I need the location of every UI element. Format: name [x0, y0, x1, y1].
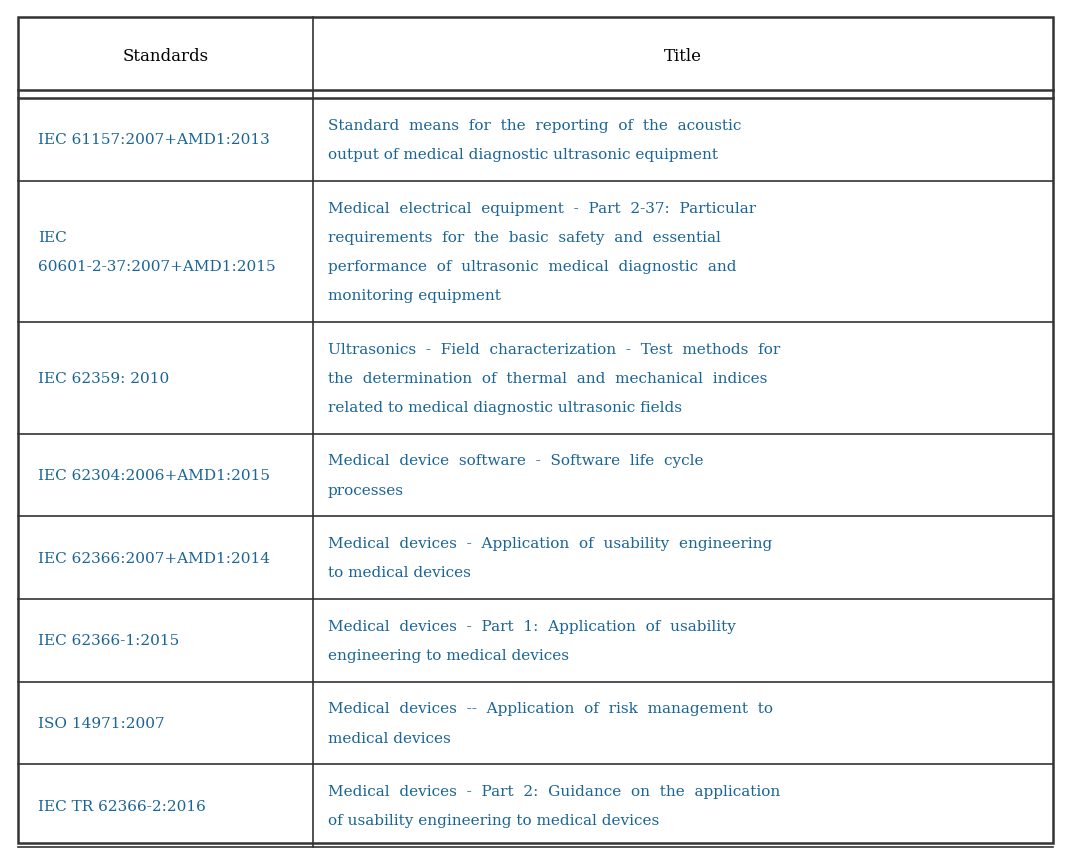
Text: IEC 62304:2006+AMD1:2015: IEC 62304:2006+AMD1:2015: [37, 468, 270, 482]
Text: Title: Title: [664, 48, 702, 65]
Text: output of medical diagnostic ultrasonic equipment: output of medical diagnostic ultrasonic …: [328, 148, 718, 162]
Text: IEC TR 62366-2:2016: IEC TR 62366-2:2016: [37, 799, 206, 813]
Text: requirements  for  the  basic  safety  and  essential: requirements for the basic safety and es…: [328, 231, 721, 245]
Text: ISO 14971:2007: ISO 14971:2007: [37, 716, 165, 730]
Text: IEC: IEC: [37, 231, 66, 245]
Text: medical devices: medical devices: [328, 731, 451, 745]
Text: related to medical diagnostic ultrasonic fields: related to medical diagnostic ultrasonic…: [328, 400, 682, 414]
Text: Standard  means  for  the  reporting  of  the  acoustic: Standard means for the reporting of the …: [328, 119, 741, 133]
Text: 60601-2-37:2007+AMD1:2015: 60601-2-37:2007+AMD1:2015: [37, 260, 275, 274]
Text: Standards: Standards: [122, 48, 209, 65]
Text: Medical  devices  --  Application  of  risk  management  to: Medical devices -- Application of risk m…: [328, 702, 773, 715]
Text: the  determination  of  thermal  and  mechanical  indices: the determination of thermal and mechani…: [328, 371, 767, 386]
Text: IEC 62366-1:2015: IEC 62366-1:2015: [37, 634, 179, 647]
Text: processes: processes: [328, 483, 404, 497]
Text: IEC 62366:2007+AMD1:2014: IEC 62366:2007+AMD1:2014: [37, 551, 270, 565]
Text: Medical  electrical  equipment  -  Part  2-37:  Particular: Medical electrical equipment - Part 2-37…: [328, 201, 756, 215]
Text: performance  of  ultrasonic  medical  diagnostic  and: performance of ultrasonic medical diagno…: [328, 260, 737, 274]
Text: IEC 62359: 2010: IEC 62359: 2010: [37, 371, 169, 386]
Text: monitoring equipment: monitoring equipment: [328, 288, 501, 303]
Text: to medical devices: to medical devices: [328, 566, 471, 579]
Text: Medical  device  software  -  Software  life  cycle: Medical device software - Software life …: [328, 454, 704, 468]
Text: of usability engineering to medical devices: of usability engineering to medical devi…: [328, 814, 660, 827]
Text: Medical  devices  -  Part  2:  Guidance  on  the  application: Medical devices - Part 2: Guidance on th…: [328, 784, 781, 798]
Text: Medical  devices  -  Part  1:  Application  of  usability: Medical devices - Part 1: Application of…: [328, 619, 736, 633]
Text: engineering to medical devices: engineering to medical devices: [328, 648, 569, 662]
Text: Medical  devices  -  Application  of  usability  engineering: Medical devices - Application of usabili…: [328, 536, 772, 550]
Text: IEC 61157:2007+AMD1:2013: IEC 61157:2007+AMD1:2013: [37, 133, 270, 147]
Text: Ultrasonics  -  Field  characterization  -  Test  methods  for: Ultrasonics - Field characterization - T…: [328, 342, 781, 356]
